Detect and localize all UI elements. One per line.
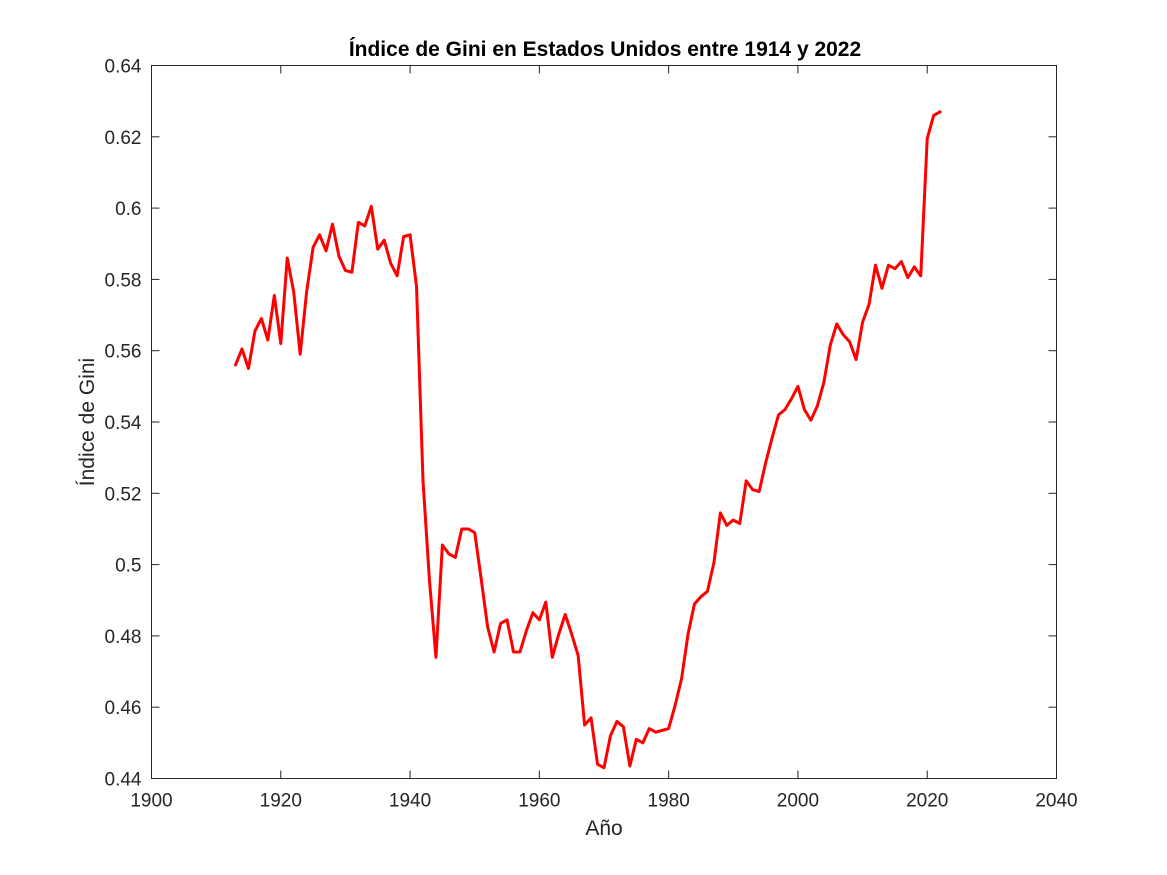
y-tick-label: 0.64 [105, 57, 142, 78]
x-tick-label: 2000 [777, 791, 819, 812]
series-layer [234, 110, 942, 770]
y-tick-label: 0.48 [105, 627, 142, 648]
x-axis-ticks: 1900 1920 1940 1960 1980 2000 2020 2040 [130, 65, 1078, 812]
y-axis-ticks: 0.44 0.46 0.48 0.5 0.52 0.54 0.56 0.58 0.6 0.62 0.… [105, 57, 1057, 791]
y-tick-label: 0.44 [105, 770, 142, 791]
y-tick-label: 0.6 [115, 199, 141, 220]
y-tick-label: 0.52 [105, 484, 142, 505]
y-tick-label: 0.46 [105, 698, 142, 719]
y-tick-label: 0.58 [105, 270, 142, 291]
x-tick-label: 1980 [648, 791, 690, 812]
y-tick-label: 0.54 [105, 413, 142, 434]
gini-series-line [234, 110, 942, 770]
y-axis-title: Índice de Gini [76, 358, 99, 486]
y-tick-label: 0.56 [105, 342, 142, 363]
x-tick-label: 1900 [130, 791, 172, 812]
x-tick-label: 1940 [389, 791, 431, 812]
x-tick-label: 1960 [518, 791, 560, 812]
x-axis-title: Año [585, 817, 622, 840]
x-tick-label: 2040 [1035, 791, 1077, 812]
chart-title: Índice de Gini en Estados Unidos entre 1… [349, 38, 861, 61]
plot-area-frame [151, 65, 1057, 779]
x-tick-label: 1920 [260, 791, 302, 812]
y-tick-label: 0.5 [115, 556, 141, 577]
x-tick-label: 2020 [906, 791, 948, 812]
y-tick-label: 0.62 [105, 128, 142, 149]
